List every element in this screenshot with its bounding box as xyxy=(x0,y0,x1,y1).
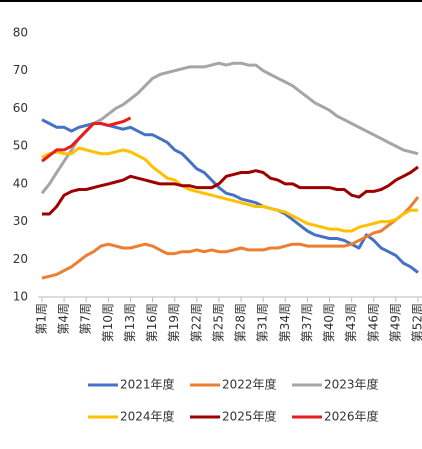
x-tick-label: 第28周 xyxy=(234,303,248,342)
x-tick-label: 第4周 xyxy=(57,303,71,335)
y-tick-label: 10 xyxy=(13,290,28,304)
legend-label: 2025年度 xyxy=(222,409,277,424)
x-tick-label: 第22周 xyxy=(189,303,203,342)
x-tick-label: 第7周 xyxy=(79,303,93,335)
x-tick-label: 第31周 xyxy=(256,303,270,342)
x-tick-label: 第1周 xyxy=(35,303,49,335)
x-tick-label: 第25周 xyxy=(211,303,225,342)
x-tick-label: 第43周 xyxy=(344,303,358,342)
legend-label: 2021年度 xyxy=(120,377,175,392)
x-tick-label: 第46周 xyxy=(366,303,380,342)
legend-label: 2026年度 xyxy=(324,409,379,424)
x-tick-label: 第37周 xyxy=(300,303,314,342)
x-tick-label: 第10周 xyxy=(101,303,115,342)
legend-label: 2024年度 xyxy=(120,409,175,424)
y-tick-label: 20 xyxy=(13,252,28,266)
y-tick-label: 60 xyxy=(13,101,28,115)
x-tick-label: 第16周 xyxy=(145,303,159,342)
y-tick-label: 70 xyxy=(13,63,28,77)
y-tick-label: 80 xyxy=(13,26,28,40)
x-tick-label: 第40周 xyxy=(322,303,336,342)
y-tick-label: 30 xyxy=(13,214,28,228)
legend-label: 2022年度 xyxy=(222,377,277,392)
x-tick-label: 第19周 xyxy=(167,303,181,342)
y-tick-label: 40 xyxy=(13,176,28,190)
y-tick-label: 50 xyxy=(13,139,28,153)
x-tick-label: 第52周 xyxy=(411,303,422,342)
x-tick-label: 第34周 xyxy=(278,303,292,342)
x-tick-label: 第13周 xyxy=(123,303,137,342)
legend-label: 2023年度 xyxy=(324,377,379,392)
x-tick-label: 第49周 xyxy=(388,303,402,342)
